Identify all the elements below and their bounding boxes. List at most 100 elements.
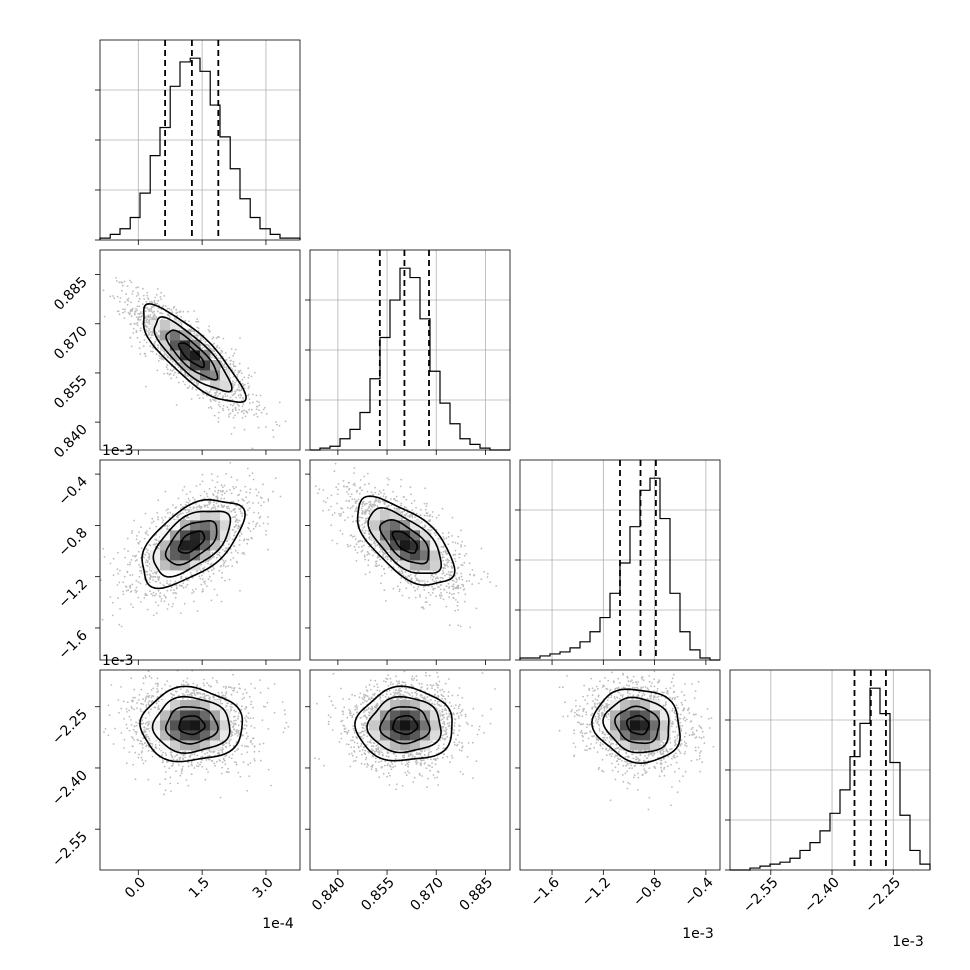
- scatter-point: [180, 575, 182, 578]
- scatter-point: [163, 354, 166, 356]
- scatter-point: [252, 478, 255, 481]
- scatter-point: [275, 421, 277, 423]
- scatter-point: [232, 386, 235, 389]
- scatter-point: [207, 506, 209, 509]
- scatter-point: [233, 526, 236, 528]
- scatter-point: [230, 492, 233, 495]
- scatter-point: [248, 398, 251, 400]
- scatter-point: [175, 404, 178, 406]
- scatter-point: [361, 516, 364, 519]
- scatter-point: [214, 486, 217, 489]
- scatter-point: [158, 575, 161, 578]
- scatter-point: [193, 600, 195, 603]
- scatter-point: [416, 588, 419, 590]
- scatter-point: [456, 587, 458, 590]
- scatter-point: [169, 583, 172, 585]
- scatter-point: [137, 542, 140, 545]
- scatter-point: [241, 378, 244, 381]
- scatter-point: [454, 541, 457, 544]
- scatter-point: [457, 567, 459, 570]
- scatter-point: [196, 326, 199, 329]
- scatter-point: [167, 508, 169, 510]
- scatter-point: [131, 293, 134, 295]
- scatter-point: [407, 515, 409, 517]
- scatter-point: [233, 352, 236, 355]
- scatter-point: [377, 493, 380, 495]
- scatter-point: [460, 544, 462, 546]
- scatter-point: [382, 495, 385, 497]
- scatter-point: [411, 509, 413, 511]
- scatter-point: [102, 547, 105, 550]
- scatter-point: [471, 569, 474, 571]
- scatter-point: [150, 350, 152, 353]
- scatter-point: [136, 305, 139, 308]
- scatter-point: [212, 504, 215, 506]
- scatter-point: [180, 324, 183, 327]
- scatter-point: [150, 570, 153, 572]
- scatter-point: [170, 589, 172, 591]
- scatter-point: [463, 554, 466, 557]
- scatter-point: [267, 516, 269, 518]
- scatter-point: [155, 525, 158, 528]
- scatter-point: [186, 583, 189, 586]
- scatter-point: [201, 578, 204, 581]
- scatter-point: [349, 495, 352, 498]
- scatter-point: [188, 508, 191, 511]
- scatter-point: [141, 303, 144, 306]
- scatter-point: [157, 604, 160, 607]
- scatter-point: [258, 401, 260, 403]
- scatter-point: [214, 392, 216, 394]
- scatter-point: [210, 580, 213, 582]
- scatter-point: [159, 592, 162, 595]
- scatter-point: [136, 559, 138, 561]
- scatter-point: [246, 502, 249, 504]
- scatter-point: [246, 467, 249, 470]
- scatter-point: [374, 486, 377, 489]
- scatter-point: [164, 490, 167, 493]
- scatter-point: [238, 535, 241, 537]
- scatter-point: [177, 366, 180, 368]
- scatter-point: [400, 502, 403, 505]
- scatter-point: [370, 491, 373, 494]
- scatter-point: [333, 512, 336, 514]
- scatter-point: [145, 328, 148, 331]
- scatter-point: [351, 536, 354, 538]
- contour-line: [153, 316, 233, 393]
- scatter-point: [219, 352, 222, 354]
- scatter-point: [274, 477, 277, 480]
- scatter-point: [374, 540, 376, 543]
- scatter-point: [223, 550, 226, 553]
- scatter-point: [252, 393, 254, 396]
- density-cell: [210, 360, 221, 371]
- scatter-point: [160, 356, 163, 358]
- scatter-point: [181, 489, 184, 492]
- scatter-point: [263, 501, 265, 503]
- scatter-point: [235, 396, 238, 399]
- scatter-point: [423, 502, 426, 505]
- density-cell: [160, 320, 171, 331]
- scatter-point: [112, 295, 114, 297]
- scatter-point: [129, 574, 132, 577]
- scatter-point: [211, 398, 214, 401]
- scatter-point: [454, 587, 457, 590]
- scatter-point: [414, 574, 417, 577]
- scatter-point: [144, 355, 147, 358]
- scatter-point: [178, 584, 181, 587]
- scatter-point: [143, 537, 146, 540]
- scatter-point: [130, 281, 133, 284]
- scatter-point: [145, 530, 148, 533]
- scatter-point: [234, 414, 236, 417]
- scatter-point: [127, 300, 130, 302]
- scatter-point: [267, 500, 270, 502]
- scatter-point: [361, 503, 363, 506]
- scatter-point: [139, 601, 142, 603]
- scatter-point: [402, 574, 405, 577]
- scatter-point: [208, 391, 211, 393]
- scatter-point: [169, 373, 172, 375]
- scatter-point: [265, 529, 267, 532]
- scatter-point: [234, 392, 237, 395]
- scatter-point: [251, 472, 254, 474]
- scatter-point: [395, 495, 398, 498]
- scatter-point: [239, 393, 242, 396]
